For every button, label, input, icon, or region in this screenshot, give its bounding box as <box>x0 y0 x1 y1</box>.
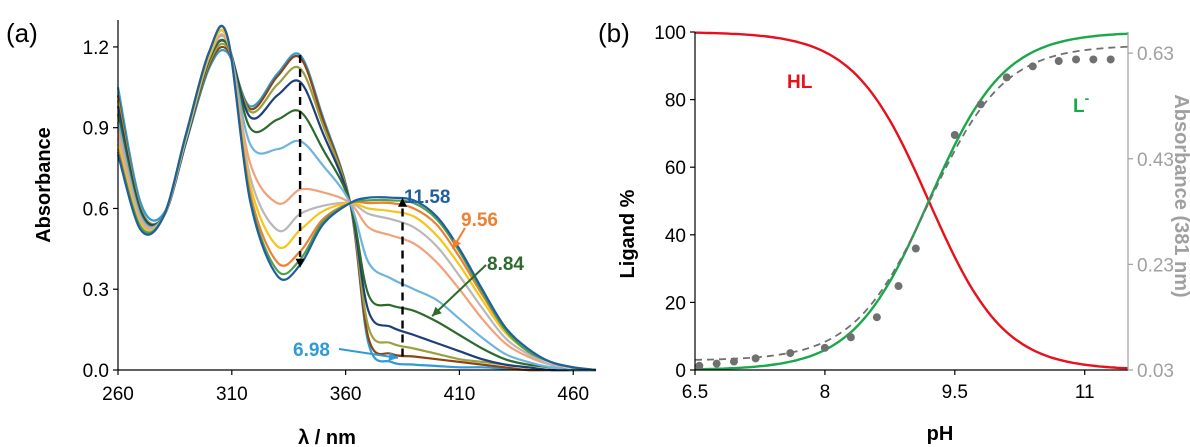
absorbance-point <box>1106 55 1115 64</box>
absorbance-point <box>1002 73 1011 82</box>
panel-a-x-axis-title: λ / nm <box>298 427 356 447</box>
absorbance-point <box>950 130 959 139</box>
absorbance-point <box>820 343 829 352</box>
y-tick-label: 20 <box>665 293 686 314</box>
x-tick-label: 410 <box>444 384 476 405</box>
panel-a-plot-area <box>116 24 597 372</box>
absorbance-point <box>1054 57 1063 66</box>
y-tick-label: 0.9 <box>83 119 109 140</box>
y-tick-label: 100 <box>654 23 686 44</box>
panel-a-x-ticks: 260 310 360 410 460 <box>102 370 589 405</box>
spectrum-ph-11-00 <box>116 24 597 372</box>
right-y-tick-label: 0.03 <box>1137 361 1174 382</box>
panel-a-y-axis-title: Absorbance <box>33 127 55 243</box>
y-tick-label: 0.6 <box>83 199 109 220</box>
right-y-tick-label: 0.23 <box>1137 255 1174 276</box>
annotation-ph-6-98: 6.98 <box>293 340 330 361</box>
absorbance-point <box>911 244 920 253</box>
annotation-ph-9-56: 9.56 <box>461 210 498 231</box>
series-label-l-minus: L- <box>1073 90 1090 117</box>
y-tick-label: 1.2 <box>83 38 109 59</box>
absorbance-point <box>872 313 881 322</box>
x-tick-label: 260 <box>102 384 134 405</box>
pointer-ph-8-84-head <box>432 306 442 317</box>
annotation-ph-11-58: 11.58 <box>404 187 451 208</box>
absorbance-point <box>786 349 795 358</box>
y-tick-label: 0 <box>675 361 686 382</box>
x-tick-label: 9.5 <box>942 382 968 403</box>
panel-b-y-ticks: 0 20 40 60 80 100 <box>654 23 695 382</box>
series-label-l-minus-charge: - <box>1085 90 1090 106</box>
y-tick-label: 60 <box>665 158 686 179</box>
pointer-ph-8-84 <box>431 264 487 317</box>
absorbance-point <box>729 357 738 366</box>
panel-b-right-y-axis-title: Absorbance (381 nm) <box>1170 94 1190 297</box>
absorbance-point <box>1072 55 1081 64</box>
absorbance-point <box>712 359 721 368</box>
y-tick-label: 0.0 <box>83 361 109 382</box>
right-y-tick-label: 0.63 <box>1137 44 1174 65</box>
spectrum-ph-7-40 <box>116 45 596 372</box>
panel-b-x-axis-title: pH <box>927 423 954 445</box>
panel-a-arrows <box>295 55 408 357</box>
panel-a-annotation-pointers <box>338 227 487 361</box>
x-tick-label: 8 <box>820 382 831 403</box>
series-label-hl: HL <box>787 72 813 93</box>
x-tick-label: 11 <box>1075 382 1095 403</box>
y-tick-label: 80 <box>665 91 686 112</box>
absorbance-point <box>846 333 855 342</box>
right-y-tick-label: 0.43 <box>1137 150 1174 171</box>
y-tick-label: 40 <box>665 226 686 247</box>
curve-l-minus <box>695 32 1129 371</box>
x-tick-label: 360 <box>330 384 362 405</box>
y-tick-label: 0.3 <box>83 280 109 301</box>
spectrum-ph-11-58 <box>116 24 597 372</box>
arrow-increase-head <box>398 197 408 207</box>
arrow-decrease-head <box>295 258 305 268</box>
pointer-ph-6-98 <box>338 348 399 359</box>
absorbance-point <box>751 354 760 363</box>
panel-a: (a) 260 310 360 410 460 0.0 0.3 0.6 0.9 1.2 λ / … <box>6 18 597 447</box>
absorbance-point <box>1028 62 1037 71</box>
pointer-ph-9-56-head <box>452 238 462 249</box>
absorbance-point <box>695 361 704 370</box>
absorbance-point <box>894 282 903 291</box>
spectrum-ph-10-30 <box>116 25 597 372</box>
panel-b-y-axis-title: Ligand % <box>617 189 639 278</box>
panel-b-label: (b) <box>598 18 630 48</box>
x-tick-label: 460 <box>557 384 589 405</box>
x-tick-label: 6.5 <box>682 382 708 403</box>
panel-a-y-ticks: 0.0 0.3 0.6 0.9 1.2 <box>83 38 118 382</box>
series-label-l-minus-base: L <box>1073 96 1085 117</box>
x-tick-label: 310 <box>216 384 248 405</box>
panel-a-label: (a) <box>6 18 38 48</box>
absorbance-point <box>1089 55 1098 64</box>
annotation-ph-8-84: 8.84 <box>487 254 524 275</box>
panel-b-plot-area <box>694 31 1129 371</box>
absorbance-point <box>976 100 985 109</box>
curve-hl <box>695 31 1129 370</box>
panel-b-x-ticks: 6.5 8 9.5 11 <box>682 370 1095 403</box>
panel-b-right-y-ticks: 0.03 0.23 0.43 0.63 <box>1128 44 1174 382</box>
pointer-ph-6-98-head <box>388 352 398 361</box>
absorbance-fit-curve <box>694 45 1129 361</box>
